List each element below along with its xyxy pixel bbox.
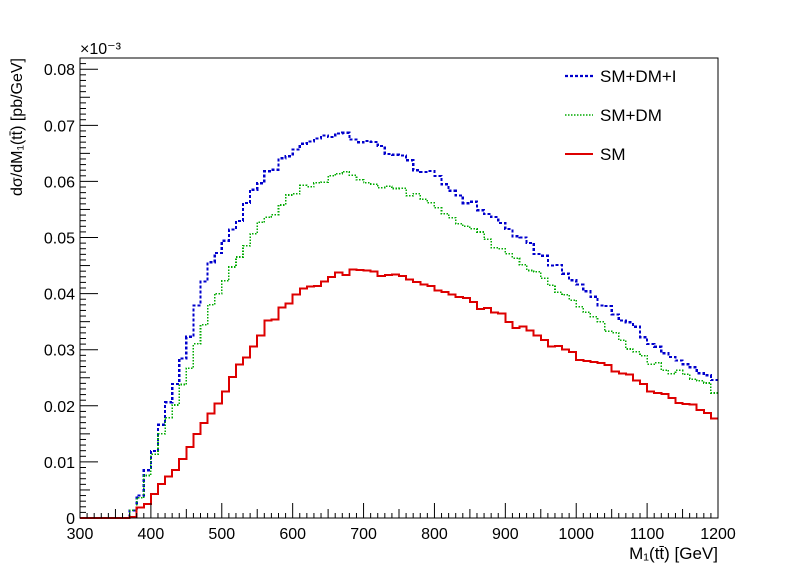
series-group bbox=[80, 131, 718, 520]
legend-label: SM+DM bbox=[600, 106, 662, 125]
y-tick-label: 0.01 bbox=[44, 455, 75, 472]
y-tick-label: 0 bbox=[66, 511, 75, 528]
x-tick-label: 500 bbox=[208, 526, 235, 543]
x-tick-label: 600 bbox=[279, 526, 306, 543]
series-line-sm bbox=[80, 268, 718, 519]
y-tick-label: 0.02 bbox=[44, 399, 75, 416]
x-tick-label: 300 bbox=[67, 526, 94, 543]
x-axis: 300 400 500 600 700 800 900 1000 1100 1200 bbox=[67, 503, 736, 543]
y-axis: 0 0.01 0.02 0.03 0.04 0.05 0.06 0.07 0.08 bbox=[44, 57, 98, 528]
x-tick-label: 900 bbox=[492, 526, 519, 543]
series-line-sm-dm-i bbox=[80, 131, 718, 520]
x-tick-label: 1200 bbox=[700, 526, 736, 543]
legend-label: SM+DM+I bbox=[600, 67, 677, 86]
y-tick-label: 0.05 bbox=[44, 231, 75, 248]
y-tick-label: 0.04 bbox=[44, 287, 75, 304]
y-scale-multiplier: ×10⁻³ bbox=[80, 41, 122, 58]
y-tick-label: 0.03 bbox=[44, 343, 75, 360]
y-tick-label: 0.06 bbox=[44, 174, 75, 191]
legend-label: SM bbox=[600, 145, 626, 164]
x-tick-label: 1100 bbox=[630, 526, 665, 543]
x-tick-label: 400 bbox=[138, 526, 165, 543]
y-tick-label: 0.08 bbox=[44, 62, 75, 79]
series-line-sm-dm bbox=[80, 170, 718, 519]
legend: SM+DM+I SM+DM SM bbox=[565, 67, 677, 164]
x-tick-label: 700 bbox=[350, 526, 377, 543]
x-tick-label: 1000 bbox=[558, 526, 594, 543]
y-tick-label: 0.07 bbox=[44, 118, 75, 135]
x-tick-label: 800 bbox=[421, 526, 448, 543]
x-axis-title: M₁(tt̄) [GeV] bbox=[629, 544, 718, 563]
y-axis-title: dσ/dM₁(tt̄) [pb/GeV] bbox=[9, 58, 26, 196]
